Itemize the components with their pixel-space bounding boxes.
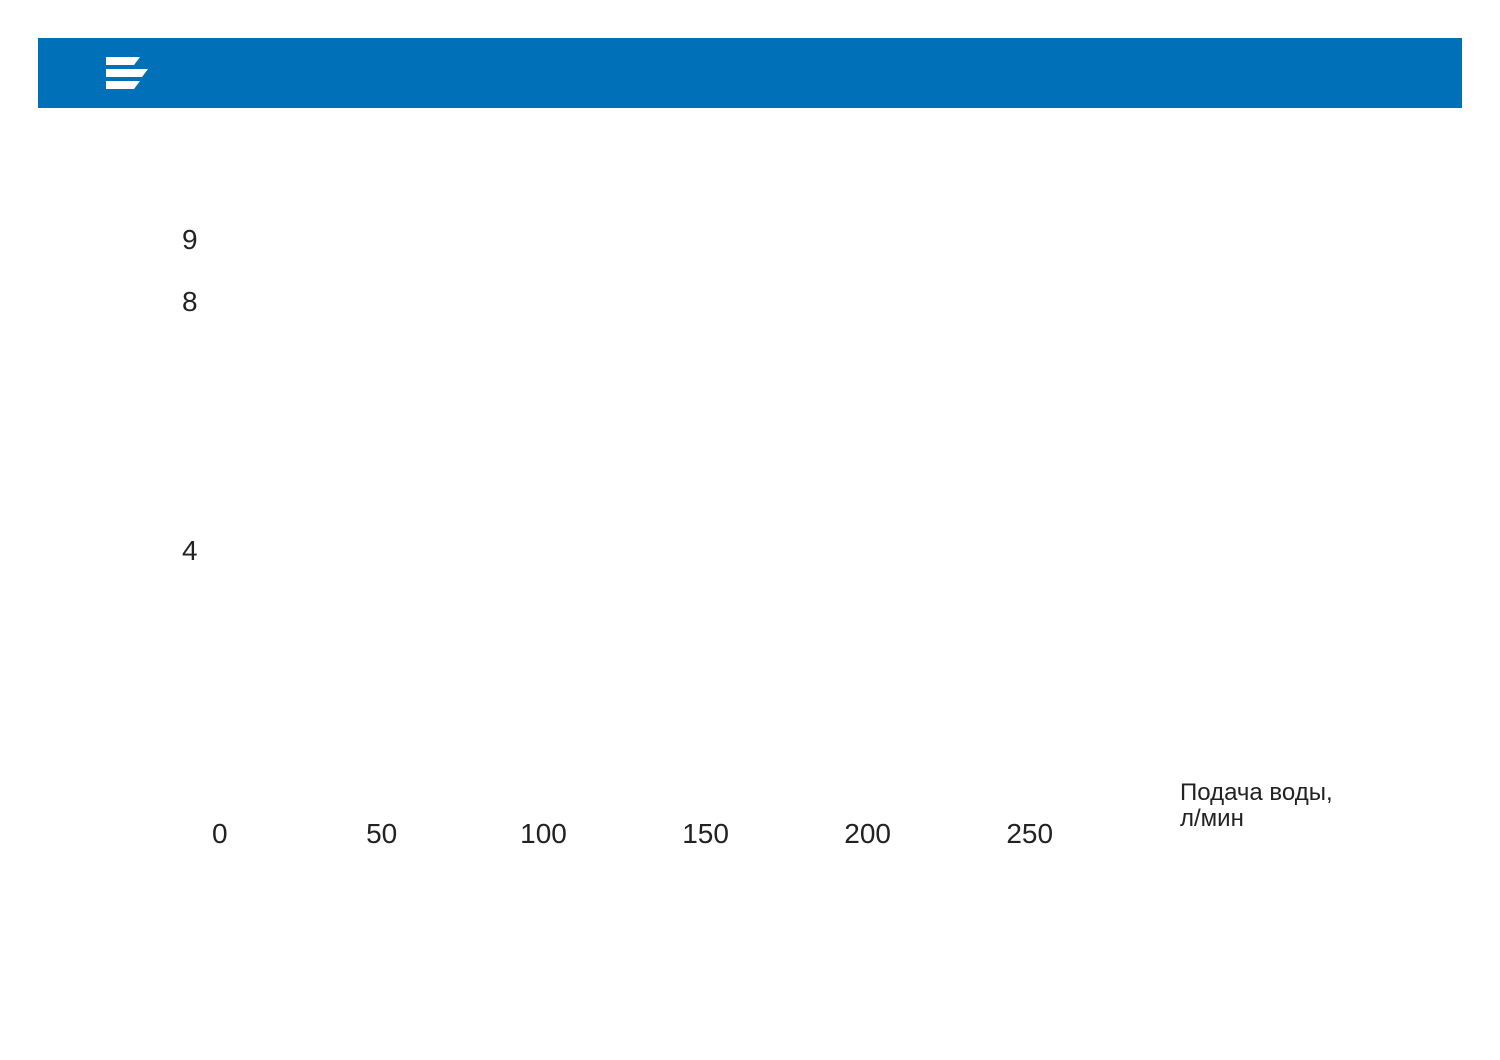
chart-title: [0, 128, 1500, 130]
tick-label: 9: [182, 224, 198, 256]
tick-label: 100: [520, 818, 567, 850]
brand-logo-icon: [98, 43, 158, 103]
tick-label: 8: [182, 286, 198, 318]
legend-gradient-bar: [200, 945, 1265, 973]
chart-svg: [200, 220, 1300, 840]
brand-logo: [98, 43, 166, 103]
x-axis-label-line2: л/мин: [1180, 805, 1244, 832]
x-axis-label: Подача воды, л/мин: [1180, 780, 1333, 833]
tick-label: 150: [682, 818, 729, 850]
x-axis-label-line1: Подача воды,: [1180, 779, 1333, 806]
tick-label: 250: [1006, 818, 1053, 850]
legend: [200, 945, 1265, 986]
header-bar: [38, 38, 1462, 108]
tick-label: 4: [182, 535, 198, 567]
tick-label: 200: [844, 818, 891, 850]
chart-area: [200, 220, 1300, 840]
tick-label: 0: [212, 818, 228, 850]
tick-label: 50: [366, 818, 397, 850]
page: Подача воды, л/мин 0 50 100 150 200 250 4 8 9: [0, 0, 1500, 1060]
